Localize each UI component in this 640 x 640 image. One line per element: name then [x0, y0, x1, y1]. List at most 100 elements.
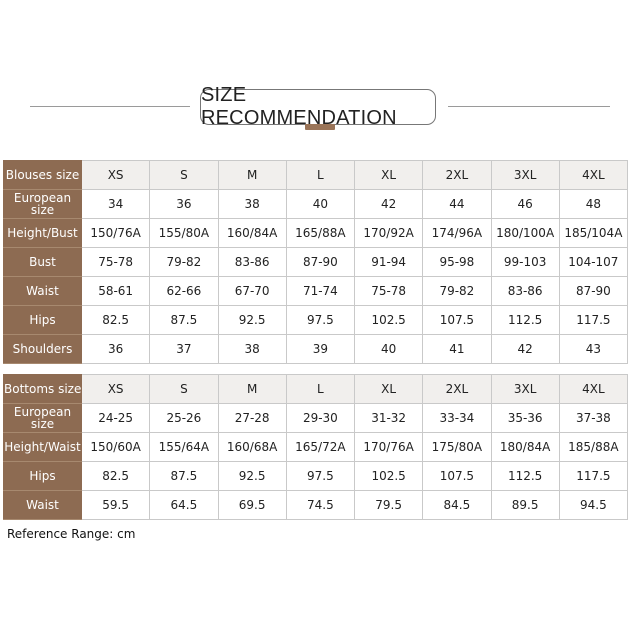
page-title-text: SIZE RECOMMENDATION [201, 84, 397, 129]
table-cell: 36 [80, 334, 151, 364]
size-header-cell: XL [353, 374, 424, 404]
table-cell: 104-107 [558, 247, 629, 277]
table-cell: 87-90 [285, 247, 356, 277]
table-cell: 27-28 [217, 403, 287, 433]
size-header-cell: 4XL [558, 160, 629, 190]
table-row: Hips 82.5 87.5 92.5 97.5 102.5 107.5 112.5 117.5 [3, 461, 629, 491]
table-cell: 160/68A [217, 432, 287, 462]
table-cell: 170/76A [353, 432, 424, 462]
size-header-cell: 3XL [490, 160, 560, 190]
table-cell: 82.5 [80, 461, 151, 491]
table-cell: 102.5 [353, 461, 424, 491]
table-cell: 83-86 [490, 276, 560, 306]
table-cell: 117.5 [558, 305, 629, 335]
table-cell: 165/88A [285, 218, 356, 248]
table-cell: 24-25 [80, 403, 151, 433]
table-cell: 37 [149, 334, 219, 364]
table-cell: 107.5 [422, 461, 492, 491]
table-cell: 79.5 [353, 490, 424, 520]
size-header-cell: S [149, 374, 219, 404]
table-cell: 170/92A [353, 218, 424, 248]
row-label: Hips [3, 461, 82, 491]
reference-range-note: Reference Range: cm [7, 527, 136, 541]
table-cell: 92.5 [217, 461, 287, 491]
table-row: Height/Waist 150/60A 155/64A 160/68A 165/72A… [3, 432, 629, 462]
table-header-row: Bottoms size XS S M L XL 2XL 3XL 4XL [3, 374, 629, 404]
blouses-size-table: Blouses size XS S M L XL 2XL 3XL 4XL European siz… [3, 160, 629, 364]
table-row: Waist 59.5 64.5 69.5 74.5 79.5 84.5 89.5 94.5 [3, 490, 629, 520]
table-cell: 46 [490, 189, 560, 219]
title-rule-left [30, 106, 190, 107]
table-cell: 58-61 [80, 276, 151, 306]
table-cell: 37-38 [558, 403, 629, 433]
table-cell: 75-78 [80, 247, 151, 277]
size-header-cell: L [285, 160, 356, 190]
table-cell: 97.5 [285, 461, 356, 491]
size-header-cell: M [217, 160, 287, 190]
row-label: European size [3, 189, 82, 219]
table-cell: 38 [217, 334, 287, 364]
table-cell: 102.5 [353, 305, 424, 335]
table-cell: 185/104A [558, 218, 629, 248]
size-header-cell: 2XL [422, 374, 492, 404]
table-cell: 40 [285, 189, 356, 219]
size-header-cell: L [285, 374, 356, 404]
table-cell: 174/96A [422, 218, 492, 248]
row-label: Bust [3, 247, 82, 277]
table-row: Height/Bust 150/76A 155/80A 160/84A 165/88A 1… [3, 218, 629, 248]
table-cell: 38 [217, 189, 287, 219]
size-header-cell: 3XL [490, 374, 560, 404]
table-cell: 44 [422, 189, 492, 219]
table-cell: 64.5 [149, 490, 219, 520]
row-label: Waist [3, 276, 82, 306]
size-header-cell: XL [353, 160, 424, 190]
size-header-cell: S [149, 160, 219, 190]
row-label: Bottoms size [3, 374, 82, 404]
table-cell: 97.5 [285, 305, 356, 335]
table-cell: 35-36 [490, 403, 560, 433]
table-cell: 117.5 [558, 461, 629, 491]
table-row: Waist 58-61 62-66 67-70 71-74 75-78 79-82 83-86… [3, 276, 629, 306]
table-row: European size 34 36 38 40 42 44 46 48 [3, 189, 629, 219]
table-cell: 79-82 [149, 247, 219, 277]
table-cell: 33-34 [422, 403, 492, 433]
row-label: Hips [3, 305, 82, 335]
row-label: Shoulders [3, 334, 82, 364]
table-cell: 95-98 [422, 247, 492, 277]
table-cell: 74.5 [285, 490, 356, 520]
size-header-cell: M [217, 374, 287, 404]
bottoms-size-table: Bottoms size XS S M L XL 2XL 3XL 4XL European siz… [3, 374, 629, 520]
table-cell: 69.5 [217, 490, 287, 520]
table-cell: 40 [353, 334, 424, 364]
size-header-cell: XS [80, 160, 151, 190]
table-cell: 92.5 [217, 305, 287, 335]
table-cell: 41 [422, 334, 492, 364]
row-label: Height/Bust [3, 218, 82, 248]
table-cell: 94.5 [558, 490, 629, 520]
table-cell: 87.5 [149, 461, 219, 491]
table-cell: 175/80A [422, 432, 492, 462]
size-header-cell: 4XL [558, 374, 629, 404]
row-label: European size [3, 403, 82, 433]
table-cell: 42 [353, 189, 424, 219]
table-header-row: Blouses size XS S M L XL 2XL 3XL 4XL [3, 160, 629, 190]
table-cell: 39 [285, 334, 356, 364]
table-cell: 107.5 [422, 305, 492, 335]
title-rule-right [448, 106, 610, 107]
table-cell: 160/84A [217, 218, 287, 248]
table-cell: 79-82 [422, 276, 492, 306]
table-cell: 91-94 [353, 247, 424, 277]
table-cell: 155/80A [149, 218, 219, 248]
table-row: Shoulders 36 37 38 39 40 41 42 43 [3, 334, 629, 364]
table-row: European size 24-25 25-26 27-28 29-30 31-32 33… [3, 403, 629, 433]
table-cell: 71-74 [285, 276, 356, 306]
table-cell: 155/64A [149, 432, 219, 462]
table-cell: 165/72A [285, 432, 356, 462]
row-label: Blouses size [3, 160, 82, 190]
size-header-cell: XS [80, 374, 151, 404]
table-cell: 29-30 [285, 403, 356, 433]
table-cell: 112.5 [490, 305, 560, 335]
table-row: Hips 82.5 87.5 92.5 97.5 102.5 107.5 112.5 117.5 [3, 305, 629, 335]
table-cell: 67-70 [217, 276, 287, 306]
table-cell: 43 [558, 334, 629, 364]
